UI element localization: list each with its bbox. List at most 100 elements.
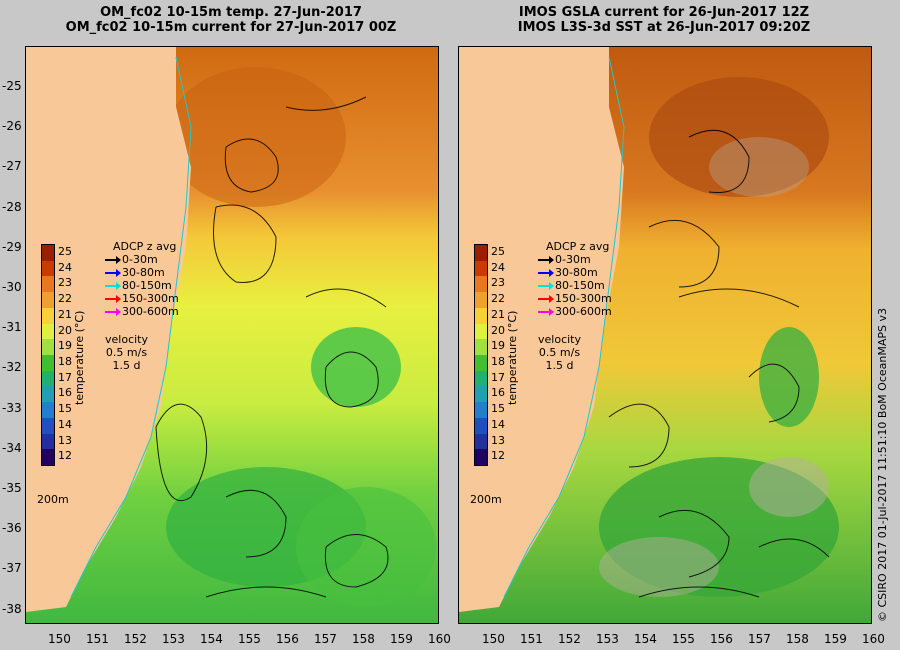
colorbar-swatch	[42, 355, 54, 372]
colorbar-tick-label: 25	[491, 245, 505, 258]
latitude-label: -28	[2, 199, 22, 214]
adcp-legend-label: 80-150m	[555, 279, 605, 292]
adcp-legend-item: 80-150m	[105, 279, 179, 292]
colorbar-tick-label: 19	[58, 339, 72, 353]
colorbar-swatch	[475, 323, 487, 340]
adcp-legend-label: 150-300m	[122, 292, 179, 305]
longitude-label: 160	[428, 632, 451, 646]
credit-text: © CSIRO 2017 01-Jul-2017 11:51:10 BoM Oc…	[876, 308, 889, 622]
colorbar-swatch	[42, 433, 54, 450]
arrow-icon	[105, 268, 121, 277]
colorbar-title: temperature (°C)	[506, 310, 519, 405]
colorbar: 25 24 23 22 21 20 19 18 17 16 15 14 13 12	[474, 244, 505, 466]
adcp-legend-item: 300-600m	[538, 305, 612, 318]
latitude-label: -36	[2, 521, 22, 536]
colorbar-tick-label: 24	[491, 260, 505, 274]
longitude-label: 153	[596, 632, 619, 646]
adcp-legend: ADCP z avg 0-30m 30-80m 80-150m 150-300m 300-…	[105, 240, 179, 318]
latitude-label: -25	[2, 79, 22, 93]
latitude-label: -26	[2, 119, 22, 134]
colorbar-swatch	[42, 245, 54, 262]
left-panel-title: OM_fc02 10-15m temp. 27-Jun-2017 OM_fc02…	[25, 5, 437, 35]
right-title-line2: IMOS L3S-3d SST at 26-Jun-2017 09:20Z	[517, 20, 811, 35]
longitude-label: 153	[162, 632, 185, 646]
colorbar-swatch	[42, 292, 54, 309]
colorbar-swatch	[475, 245, 487, 262]
colorbar-tick-label: 12	[58, 449, 72, 463]
colorbar-tick-label: 21	[491, 307, 505, 321]
latitude-label: -32	[2, 360, 22, 375]
colorbar-tick-label: 20	[491, 323, 505, 337]
longitude-label: 157	[314, 632, 337, 646]
colorbar-tick-label: 22	[58, 292, 72, 306]
colorbar-tick-label: 13	[491, 433, 505, 447]
colorbar-tick-label: 15	[491, 402, 505, 416]
colorbar-tick-label: 16	[491, 386, 505, 400]
colorbar-swatch	[42, 276, 54, 293]
adcp-legend-label: 300-600m	[122, 305, 179, 318]
velocity-legend: velocity 0.5 m/s 1.5 d	[538, 333, 581, 372]
longitude-label: 155	[238, 632, 261, 646]
arrow-icon	[105, 281, 121, 290]
adcp-legend-item: 150-300m	[105, 292, 179, 305]
velocity-legend: velocity 0.5 m/s 1.5 d	[105, 333, 148, 372]
adcp-legend-label: 30-80m	[555, 266, 598, 279]
adcp-legend-header: ADCP z avg	[113, 240, 177, 253]
left-title-line1: OM_fc02 10-15m temp. 27-Jun-2017	[100, 5, 362, 20]
colorbar-tick-label: 14	[491, 417, 505, 431]
colorbar-tick-label: 15	[58, 402, 72, 416]
latitude-label: -38	[2, 601, 22, 616]
colorbar-tick-label: 16	[58, 386, 72, 400]
colorbar-swatch	[475, 307, 487, 325]
arrow-icon	[538, 268, 554, 277]
velocity-legend-line: 1.5 d	[545, 359, 574, 372]
colorbar-tick-label: 20	[58, 323, 72, 337]
colorbar-tick-label: 25	[58, 245, 72, 258]
colorbar-tick-label: 18	[58, 355, 72, 368]
longitude-label: 156	[710, 632, 733, 646]
longitude-label: 159	[824, 632, 847, 646]
longitude-label: 151	[86, 632, 109, 646]
colorbar-swatch	[42, 260, 54, 277]
colorbar-swatch	[475, 339, 487, 356]
isobath-label: 200m	[37, 493, 69, 506]
colorbar-swatch	[475, 355, 487, 372]
latitude-label: -33	[2, 400, 22, 415]
longitude-label: 152	[558, 632, 581, 646]
colorbar-tick-label: 17	[58, 370, 72, 384]
left-map-panel	[25, 46, 439, 624]
colorbar-swatch	[475, 449, 487, 466]
arrow-icon	[538, 307, 554, 316]
latitude-label: -37	[2, 561, 22, 576]
longitude-label: 158	[352, 632, 375, 646]
adcp-legend-item: 0-30m	[105, 253, 179, 266]
isobath-label: 200m	[470, 493, 502, 506]
latitude-label: -34	[2, 440, 22, 455]
latitude-label: -27	[2, 159, 22, 174]
colorbar-tick-label: 14	[58, 417, 72, 431]
adcp-legend-header: ADCP z avg	[546, 240, 610, 253]
adcp-legend-item: 0-30m	[538, 253, 612, 266]
velocity-legend-line: 0.5 m/s	[105, 346, 148, 359]
colorbar-tick-label: 13	[58, 433, 72, 447]
adcp-legend-label: 0-30m	[555, 253, 591, 266]
latitude-label: -30	[2, 280, 22, 294]
colorbar-tick-label: 18	[491, 355, 505, 368]
latitude-label: -31	[2, 320, 22, 335]
right-map-panel	[458, 46, 872, 624]
longitude-label: 154	[634, 632, 657, 646]
adcp-legend-item: 150-300m	[538, 292, 612, 305]
arrow-icon	[538, 255, 554, 264]
adcp-legend-label: 0-30m	[122, 253, 158, 266]
colorbar-swatch	[475, 386, 487, 403]
longitude-label: 160	[862, 632, 885, 646]
colorbar-tick-label: 21	[58, 307, 72, 321]
arrow-icon	[105, 307, 121, 316]
left-map	[26, 47, 438, 623]
colorbar-tick-label: 22	[491, 292, 505, 306]
adcp-legend-label: 80-150m	[122, 279, 172, 292]
colorbar-tick-label: 24	[58, 260, 72, 274]
longitude-label: 151	[520, 632, 543, 646]
adcp-legend-label: 150-300m	[555, 292, 612, 305]
arrow-icon	[105, 294, 121, 303]
